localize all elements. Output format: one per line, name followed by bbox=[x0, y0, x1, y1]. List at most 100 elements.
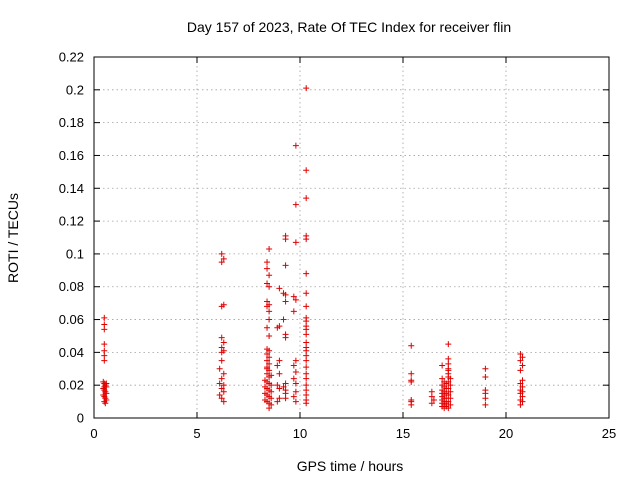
data-point bbox=[276, 385, 283, 392]
data-point bbox=[517, 401, 524, 408]
data-point bbox=[220, 388, 227, 395]
data-point bbox=[264, 259, 271, 266]
y-axis-label: ROTI / TECUs bbox=[5, 193, 21, 283]
data-point bbox=[266, 316, 273, 323]
data-point bbox=[280, 383, 287, 390]
data-point bbox=[274, 398, 281, 405]
x-tick-label: 0 bbox=[90, 426, 97, 441]
data-point bbox=[101, 314, 108, 321]
data-point bbox=[218, 334, 225, 341]
data-point bbox=[482, 365, 489, 372]
x-tick-label: 10 bbox=[293, 426, 307, 441]
data-point bbox=[447, 375, 454, 382]
data-point bbox=[266, 308, 273, 315]
data-point bbox=[303, 167, 310, 174]
data-point bbox=[266, 360, 273, 367]
y-tick-label: 0.18 bbox=[59, 115, 84, 130]
data-point bbox=[266, 354, 273, 361]
data-point bbox=[266, 332, 273, 339]
data-point bbox=[282, 334, 289, 341]
data-point bbox=[280, 316, 287, 323]
y-tick-label: 0 bbox=[77, 411, 84, 426]
data-point bbox=[218, 357, 225, 364]
data-point bbox=[445, 405, 452, 412]
data-point bbox=[292, 398, 299, 405]
data-point bbox=[445, 341, 452, 348]
x-tick-label: 20 bbox=[499, 426, 513, 441]
data-point bbox=[276, 395, 283, 402]
data-point bbox=[268, 372, 275, 379]
y-tick-label: 0.08 bbox=[59, 279, 84, 294]
data-point bbox=[290, 393, 297, 400]
data-point bbox=[519, 398, 526, 405]
data-point bbox=[430, 396, 437, 403]
data-point bbox=[102, 400, 109, 407]
data-point bbox=[264, 280, 271, 287]
data-point bbox=[447, 401, 454, 408]
data-point bbox=[303, 400, 310, 407]
data-point bbox=[216, 380, 223, 387]
data-point bbox=[266, 347, 273, 354]
data-point bbox=[264, 324, 271, 331]
y-tick-label: 0.06 bbox=[59, 312, 84, 327]
data-point bbox=[303, 270, 310, 277]
data-point bbox=[103, 380, 110, 387]
data-point bbox=[303, 375, 310, 382]
data-point bbox=[447, 382, 454, 389]
y-tick-label: 0.14 bbox=[59, 181, 84, 196]
data-point bbox=[220, 398, 227, 405]
data-point bbox=[445, 398, 452, 405]
data-point bbox=[303, 331, 310, 338]
data-point bbox=[218, 375, 225, 382]
data-point bbox=[445, 392, 452, 399]
y-tick-labels: 0 0.02 0.04 0.06 0.08 0.1 0.12 0.14 0.16 0.18 0.2 0… bbox=[59, 50, 84, 426]
data-point bbox=[292, 142, 299, 149]
data-point bbox=[220, 382, 227, 389]
data-point bbox=[290, 375, 297, 382]
data-point bbox=[517, 380, 524, 387]
data-point bbox=[218, 395, 225, 402]
data-point bbox=[218, 250, 225, 257]
data-point bbox=[292, 296, 299, 303]
data-point bbox=[266, 245, 273, 252]
data-point bbox=[290, 308, 297, 315]
data-point bbox=[303, 357, 310, 364]
data-point bbox=[482, 401, 489, 408]
y-tick-label: 0.22 bbox=[59, 50, 84, 65]
data-point bbox=[101, 341, 108, 348]
data-point bbox=[268, 395, 275, 402]
data-point bbox=[482, 395, 489, 402]
data-point bbox=[218, 349, 225, 356]
data-point bbox=[447, 395, 454, 402]
data-point bbox=[408, 370, 415, 377]
data-point bbox=[303, 303, 310, 310]
data-point bbox=[266, 283, 273, 290]
data-point bbox=[303, 236, 310, 243]
data-point bbox=[268, 388, 275, 395]
grid bbox=[94, 57, 609, 418]
data-point bbox=[264, 365, 271, 372]
data-points bbox=[100, 85, 526, 412]
data-point bbox=[218, 303, 225, 310]
data-point bbox=[216, 365, 223, 372]
y-tick-label: 0.12 bbox=[59, 214, 84, 229]
plot-frame bbox=[93, 56, 610, 419]
data-point bbox=[303, 290, 310, 297]
data-point bbox=[276, 370, 283, 377]
x-axis-label: GPS time / hours bbox=[297, 458, 404, 474]
x-tick-labels: 0 5 10 15 20 25 bbox=[90, 426, 616, 441]
data-point bbox=[282, 236, 289, 243]
data-point bbox=[282, 262, 289, 269]
data-point bbox=[517, 357, 524, 364]
data-point bbox=[274, 362, 281, 369]
data-point bbox=[517, 390, 524, 397]
x-tick-label: 5 bbox=[193, 426, 200, 441]
data-point bbox=[439, 362, 446, 369]
axis-ticks bbox=[93, 56, 610, 419]
data-point bbox=[303, 195, 310, 202]
data-point bbox=[103, 390, 110, 397]
data-point bbox=[445, 378, 452, 385]
data-point bbox=[445, 385, 452, 392]
data-point bbox=[519, 377, 526, 384]
